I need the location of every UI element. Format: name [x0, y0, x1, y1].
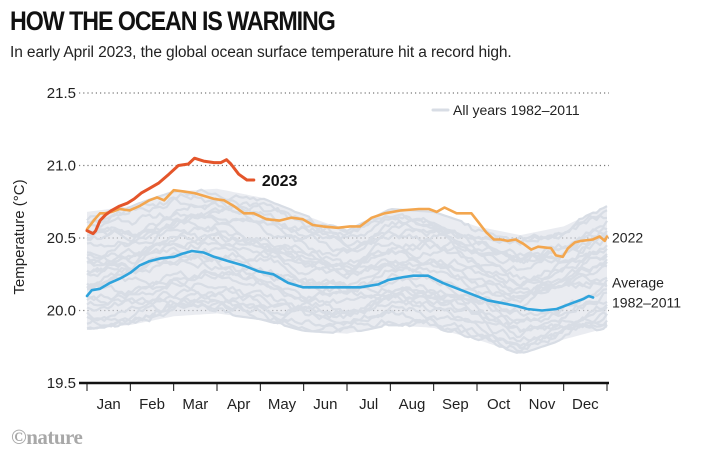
x-tick-label: Feb	[139, 396, 165, 413]
chart-subtitle: In early April 2023, the global ocean su…	[10, 44, 512, 61]
x-tick-label: Aug	[399, 396, 426, 413]
year-line	[86, 217, 608, 282]
chart-title: HOW THE OCEAN IS WARMING	[10, 6, 336, 36]
year-line	[86, 212, 608, 261]
y-axis-label: Temperature (°C)	[11, 179, 28, 294]
year-line	[86, 244, 608, 304]
x-tick-label: Jan	[97, 396, 121, 413]
legend: All years 1982–2011	[431, 102, 580, 118]
y-tick-label: 20.5	[47, 230, 76, 247]
y-tick-label: 21.5	[47, 85, 76, 102]
x-tick-label: Oct	[487, 396, 511, 413]
year-line	[86, 298, 608, 343]
x-tick-label: Jul	[359, 396, 378, 413]
y-axis-ticks: 19.5 20.0 20.5 21.0 21.5	[47, 85, 76, 392]
legend-label-all-years: All years 1982–2011	[453, 102, 580, 118]
year-line	[86, 188, 608, 253]
x-tick-label: Mar	[182, 396, 208, 413]
x-tick-label: Apr	[227, 396, 250, 413]
series-label-average-line1: Average	[612, 274, 664, 290]
y-tick-label: 20.0	[47, 303, 76, 320]
series-label-average-line2: 1982–2011	[612, 294, 681, 310]
y-tick-label: 19.5	[47, 375, 76, 392]
year-line	[86, 265, 608, 323]
series-line-2023	[85, 156, 256, 236]
series-labels: 2023 2022 Average 1982–2011	[262, 173, 681, 310]
year-line	[86, 270, 608, 333]
nature-logo: ©nature	[11, 425, 83, 449]
year-line	[86, 205, 608, 287]
series-lines	[85, 156, 609, 312]
series-label-2023: 2023	[262, 173, 298, 190]
year-line	[86, 190, 608, 246]
x-axis: Jan Feb Mar Apr May Jun Jul Aug Sep Oct Nov Dec	[79, 381, 609, 413]
x-tick-label: Jun	[313, 396, 337, 413]
series-line-2022	[85, 188, 609, 259]
y-tick-label: 21.0	[47, 158, 76, 175]
year-line	[86, 197, 608, 273]
x-tick-label: Nov	[529, 396, 556, 413]
year-line	[86, 226, 608, 268]
year-line	[86, 286, 608, 353]
series-line-average	[85, 249, 595, 312]
x-tick-label: Dec	[572, 396, 599, 413]
x-tick-label: Sep	[442, 396, 469, 413]
series-label-2022: 2022	[612, 230, 643, 246]
x-tick-label: May	[268, 396, 297, 413]
all-years-band	[86, 188, 608, 354]
